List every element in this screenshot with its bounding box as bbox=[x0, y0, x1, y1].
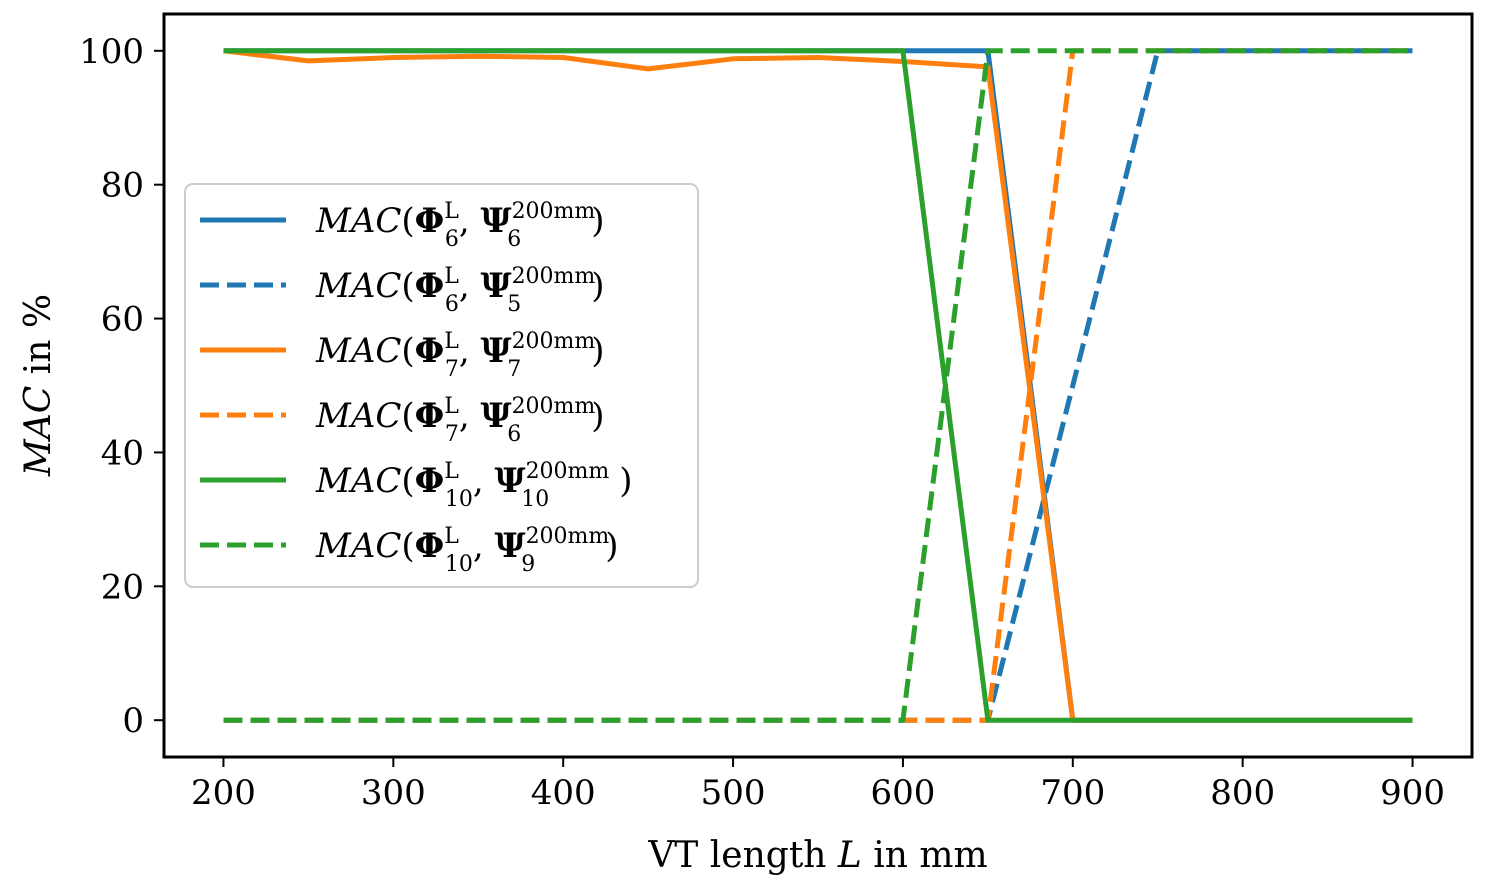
x-tick-label: 500 bbox=[701, 773, 766, 813]
y-tick-label: 80 bbox=[101, 166, 144, 206]
x-tick-label: 200 bbox=[191, 773, 256, 813]
legend-label-s2: MAC(ΦL 6, Ψ200mm 5) bbox=[315, 264, 605, 317]
x-tick-label: 600 bbox=[870, 773, 935, 813]
y-tick-label: 40 bbox=[101, 433, 144, 473]
y-tick-label: 0 bbox=[122, 701, 144, 741]
series-line-s5 bbox=[223, 48, 1413, 723]
legend: MAC(ΦL 6, Ψ200mm 6) MAC(ΦL 6, Ψ200mm 5) MAC(ΦL… bbox=[184, 183, 699, 588]
legend-label-s4: MAC(ΦL 7, Ψ200mm 6) bbox=[315, 394, 605, 447]
tick-layer: 200 300 400 500 600 700 800 900 0 20 40 60 80 100 bbox=[79, 32, 1445, 813]
y-axis-title: MAC in % bbox=[18, 294, 59, 477]
x-tick-label: 700 bbox=[1040, 773, 1105, 813]
y-tick-label: 20 bbox=[101, 567, 144, 607]
series-layer bbox=[223, 48, 1413, 723]
x-tick-label: 800 bbox=[1210, 773, 1275, 813]
legend-label-s1: MAC(ΦL 6, Ψ200mm 6) bbox=[315, 199, 605, 252]
legend-label-s3: MAC(ΦL 7, Ψ200mm 7) bbox=[315, 329, 605, 382]
x-tick-label: 300 bbox=[361, 773, 426, 813]
series-line-s6 bbox=[223, 48, 1413, 723]
legend-label-s5: MAC(ΦL 10, Ψ200mm 10) bbox=[315, 459, 633, 512]
x-tick-label: 900 bbox=[1380, 773, 1445, 813]
legend-label-s6: MAC(ΦL 10, Ψ200mm 9) bbox=[315, 524, 619, 577]
axes-frame bbox=[162, 12, 1474, 759]
x-tick-label: 400 bbox=[531, 773, 596, 813]
x-axis-title: VT length L in mm bbox=[647, 835, 987, 876]
legend-box bbox=[184, 183, 699, 588]
y-tick-label: 100 bbox=[79, 32, 144, 72]
y-tick-label: 60 bbox=[101, 300, 144, 340]
